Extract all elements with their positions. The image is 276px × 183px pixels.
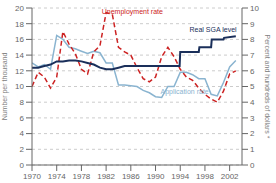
svg-text:1998: 1998 [196,172,214,181]
svg-text:1970: 1970 [23,172,41,181]
svg-text:16: 16 [15,35,24,44]
svg-text:8: 8 [250,35,255,44]
svg-text:1990: 1990 [147,172,165,181]
svg-text:9: 9 [250,20,255,29]
svg-text:5: 5 [250,82,255,91]
svg-text:20: 20 [15,4,24,13]
svg-text:10: 10 [250,4,259,13]
svg-text:14: 14 [15,51,24,60]
svg-text:2: 2 [250,129,255,138]
svg-text:1982: 1982 [97,172,115,181]
svg-text:Application rate: Application rate [160,88,208,96]
svg-text:0: 0 [250,161,255,170]
svg-text:Unemployment rate: Unemployment rate [102,8,163,16]
svg-text:1986: 1986 [122,172,140,181]
svg-text:Number per thousand: Number per thousand [1,53,9,121]
svg-text:1: 1 [250,145,255,154]
svg-text:2: 2 [20,145,25,154]
svg-text:4: 4 [250,98,255,107]
svg-text:4: 4 [20,129,25,138]
svg-text:8: 8 [20,98,25,107]
svg-text:1978: 1978 [73,172,91,181]
svg-text:6: 6 [250,67,255,76]
svg-text:0: 0 [20,161,25,170]
svg-text:Percent and hundreds of dollar: Percent and hundreds of dollars * [264,35,271,139]
svg-text:1994: 1994 [171,172,189,181]
svg-text:10: 10 [15,82,24,91]
svg-text:Real SGA level: Real SGA level [190,26,238,33]
svg-text:6: 6 [20,114,25,123]
svg-text:2002: 2002 [221,172,239,181]
svg-text:18: 18 [15,20,24,29]
svg-text:1974: 1974 [48,172,66,181]
svg-text:12: 12 [15,67,24,76]
svg-text:7: 7 [250,51,255,60]
svg-text:3: 3 [250,114,255,123]
